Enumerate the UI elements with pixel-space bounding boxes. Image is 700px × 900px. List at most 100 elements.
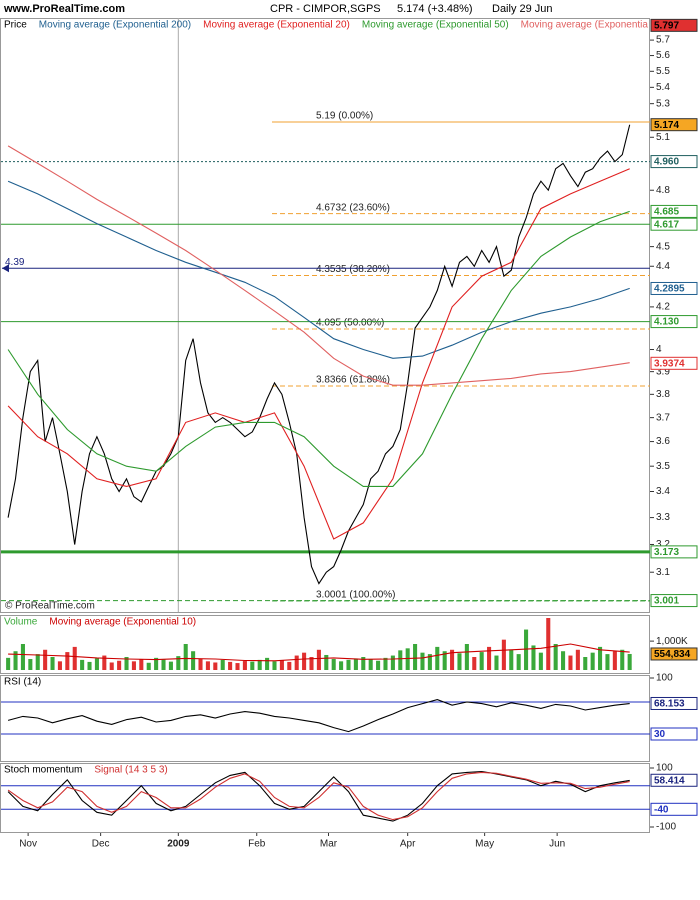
- volume-bar: [553, 644, 558, 670]
- volume-bar: [57, 661, 62, 670]
- y-tick-label: 3.3: [656, 512, 670, 523]
- panel-frame: [0, 675, 650, 762]
- volume-bar: [605, 654, 610, 670]
- y-tick-label: 4.4: [656, 261, 670, 272]
- volume-bar: [228, 661, 233, 670]
- volume-bar: [509, 649, 514, 670]
- volume-bar: [398, 650, 403, 670]
- legend-entry: Moving average (Exponential 20): [203, 20, 350, 31]
- volume-bar: [272, 661, 277, 670]
- volume-bar: [20, 644, 25, 670]
- volume-bar: [309, 657, 314, 670]
- x-tick-label: 2009: [167, 839, 190, 850]
- volume-bar: [487, 646, 492, 670]
- volume-bar: [479, 652, 484, 670]
- chart-title: CPR - CIMPOR,SGPS: [270, 3, 381, 15]
- value-box-label: 4.130: [654, 317, 679, 328]
- value-box-label: 58.414: [654, 775, 685, 786]
- y-tick-label: 5.4: [656, 82, 670, 93]
- value-box: [650, 281, 698, 295]
- volume-bar: [124, 657, 129, 670]
- copyright: © ProRealTime.com: [5, 601, 95, 612]
- legend-entry: Signal (14 3 5 3): [94, 765, 167, 776]
- value-box-label: 30: [654, 729, 666, 740]
- y-tick-label: 5.5: [656, 66, 670, 77]
- y-tick-label: 3.1: [656, 567, 670, 578]
- x-tick-label: Dec: [92, 839, 110, 850]
- volume-bar: [538, 652, 543, 670]
- value-box: [650, 155, 698, 169]
- value-box: [650, 18, 698, 32]
- y-tick-label: 4.2: [656, 302, 670, 313]
- volume-bar: [516, 654, 521, 670]
- series-line: [7, 124, 631, 585]
- volume-bar: [50, 657, 55, 670]
- volume-bar: [176, 656, 181, 670]
- value-box-label: 4.685: [654, 207, 679, 218]
- value-box-label: 3.9374: [654, 358, 685, 369]
- legend-entry: Stoch momentum: [4, 765, 82, 776]
- legend-entry: Moving average (Exponential 100): [521, 20, 673, 31]
- legend-entry: Price: [4, 20, 27, 31]
- volume-bar: [109, 662, 114, 670]
- volume-bar: [612, 651, 617, 670]
- x-tick-label: Apr: [400, 839, 416, 850]
- volume-bar: [464, 644, 469, 670]
- volume-bar: [598, 646, 603, 670]
- volume-bar: [568, 655, 573, 670]
- volume-bar: [13, 651, 18, 670]
- y-tick-label: 4.5: [656, 241, 670, 252]
- series-line: [7, 770, 630, 822]
- volume-bar: [405, 648, 410, 670]
- x-tick-label: Nov: [19, 839, 37, 850]
- volume-bar: [168, 661, 173, 670]
- value-box: [650, 594, 698, 608]
- arrow-level-label: 4.39: [5, 257, 25, 268]
- y-tick-label: 5.6: [656, 50, 670, 61]
- volume-bar: [346, 659, 351, 670]
- legend: RSI (14): [4, 677, 41, 688]
- volume-bar: [257, 659, 262, 670]
- y-tick-label: 4: [656, 344, 662, 355]
- volume-bar: [302, 652, 307, 670]
- y-tick-label: 100: [656, 763, 673, 774]
- legend-entry: Volume: [4, 617, 38, 628]
- value-box: [650, 727, 698, 741]
- x-tick-label: Jun: [549, 839, 565, 850]
- value-box: [650, 647, 698, 661]
- volume-bar: [94, 658, 99, 670]
- volume-bar: [28, 659, 33, 670]
- y-tick-label: 3.6: [656, 436, 670, 447]
- value-box: [650, 118, 698, 132]
- y-tick-label: 3.5: [656, 461, 670, 472]
- legend: Stoch momentum Signal (14 3 5 3): [4, 765, 168, 776]
- y-tick-label: 5.3: [656, 98, 670, 109]
- volume-bar: [561, 651, 566, 670]
- fibonacci-label: 3.8366 (61.80%): [316, 375, 390, 386]
- legend: Price Moving average (Exponential 200) Mov…: [4, 20, 673, 31]
- y-tick-label: 3.7: [656, 412, 670, 423]
- arrow-head: [2, 264, 9, 273]
- volume-bar: [139, 659, 144, 670]
- volume-bar: [131, 661, 136, 670]
- volume-bar: [161, 659, 166, 670]
- volume-bar: [435, 646, 440, 670]
- volume-bar: [72, 646, 77, 670]
- fibonacci-label: 3.0001 (100.00%): [316, 589, 396, 600]
- y-tick-label: 3.9: [656, 366, 670, 377]
- volume-bar: [191, 651, 196, 670]
- series-line: [7, 168, 630, 540]
- fibonacci-label: 4.3535 (38.20%): [316, 264, 390, 275]
- volume-bar: [420, 652, 425, 670]
- volume-bar: [376, 660, 381, 670]
- volume-bar: [531, 645, 536, 670]
- volume-bar: [353, 658, 358, 670]
- series-line: [7, 699, 630, 733]
- volume-bar: [117, 660, 122, 670]
- volume-bar: [220, 659, 225, 670]
- fibonacci-label: 5.19 (0.00%): [316, 111, 373, 122]
- y-tick-label: 4.8: [656, 185, 670, 196]
- volume-bar: [368, 659, 373, 670]
